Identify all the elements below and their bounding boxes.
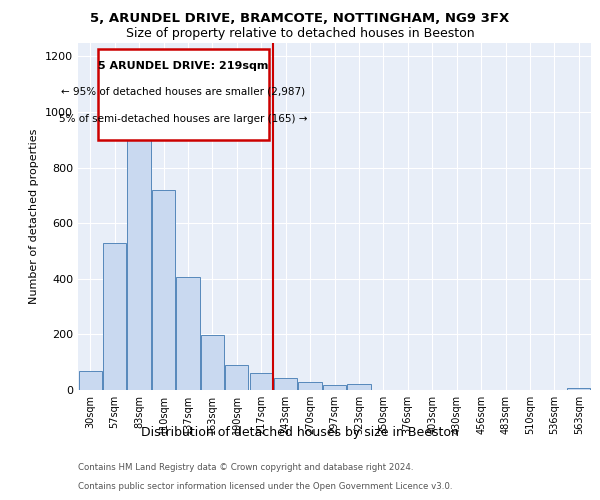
Bar xyxy=(250,374,273,390)
Bar xyxy=(103,242,126,390)
Text: Size of property relative to detached houses in Beeston: Size of property relative to detached ho… xyxy=(125,28,475,40)
Bar xyxy=(274,378,297,390)
Bar xyxy=(127,112,151,390)
Bar xyxy=(298,382,322,390)
Bar xyxy=(176,278,200,390)
Text: ← 95% of detached houses are smaller (2,987): ← 95% of detached houses are smaller (2,… xyxy=(61,87,305,97)
Bar xyxy=(79,370,102,390)
Text: 5, ARUNDEL DRIVE, BRAMCOTE, NOTTINGHAM, NG9 3FX: 5, ARUNDEL DRIVE, BRAMCOTE, NOTTINGHAM, … xyxy=(91,12,509,26)
Text: Contains public sector information licensed under the Open Government Licence v3: Contains public sector information licen… xyxy=(78,482,452,491)
Bar xyxy=(567,388,590,390)
Text: Contains HM Land Registry data © Crown copyright and database right 2024.: Contains HM Land Registry data © Crown c… xyxy=(78,464,413,472)
Bar xyxy=(98,50,269,140)
Text: Distribution of detached houses by size in Beeston: Distribution of detached houses by size … xyxy=(141,426,459,439)
Bar xyxy=(323,386,346,390)
Text: 5% of semi-detached houses are larger (165) →: 5% of semi-detached houses are larger (1… xyxy=(59,114,307,124)
Bar xyxy=(152,190,175,390)
Bar xyxy=(201,335,224,390)
Bar xyxy=(347,384,371,390)
Bar xyxy=(225,365,248,390)
Text: 5 ARUNDEL DRIVE: 219sqm: 5 ARUNDEL DRIVE: 219sqm xyxy=(98,60,268,70)
Y-axis label: Number of detached properties: Number of detached properties xyxy=(29,128,40,304)
